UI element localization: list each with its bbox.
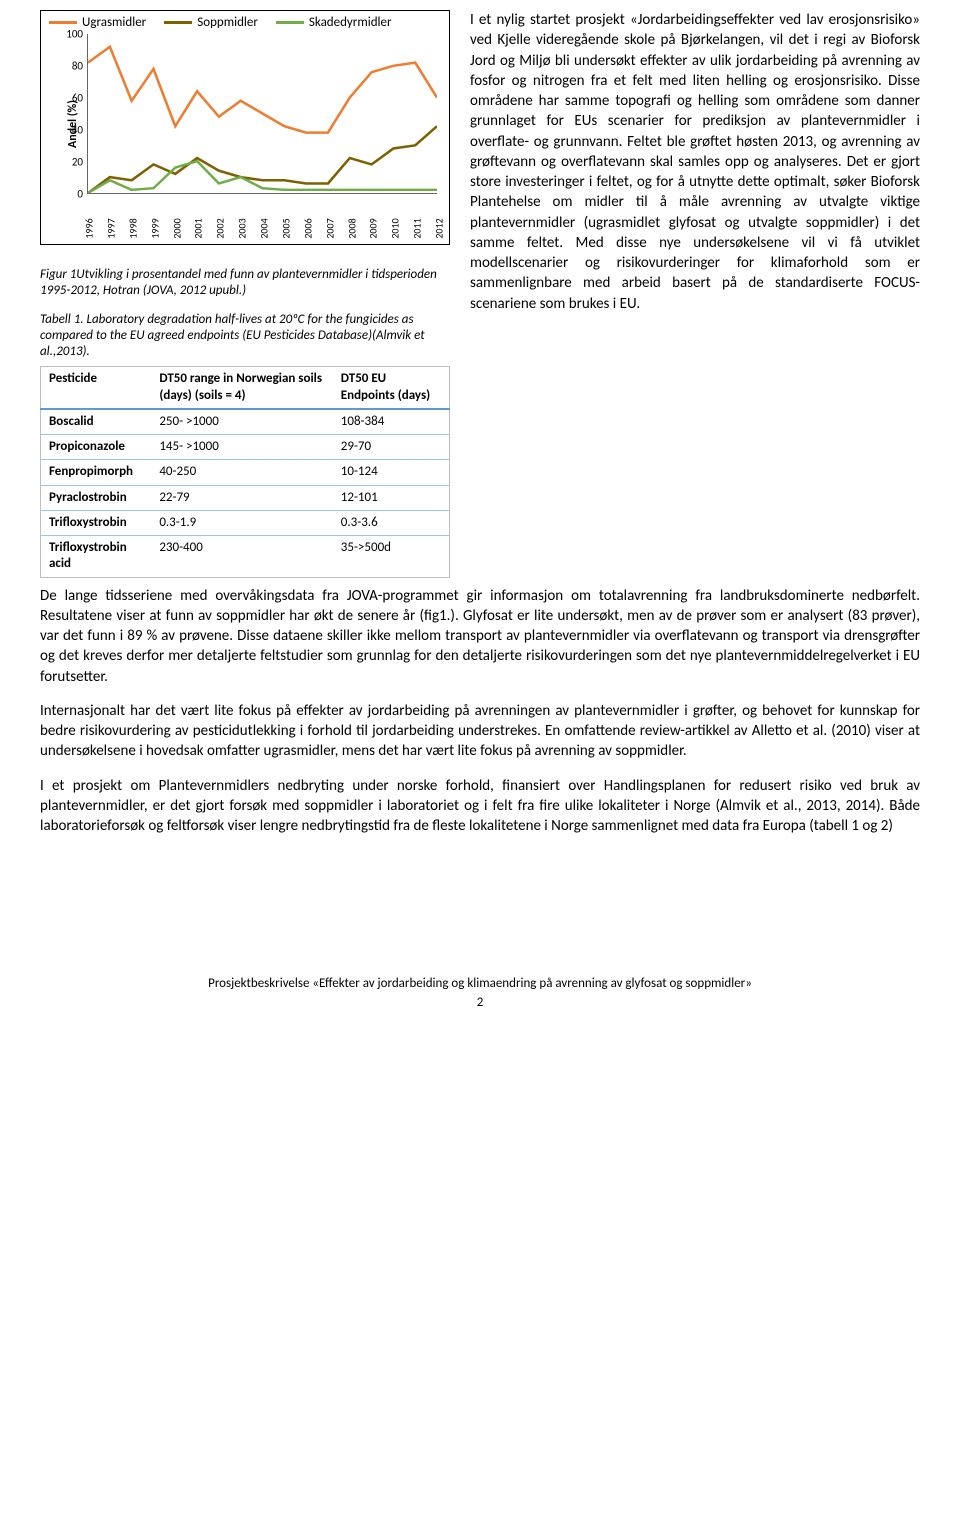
legend-item: Ugrasmidler (49, 15, 146, 30)
table-row: Trifloxystrobin0.3-1.90.3-3.6 (41, 510, 450, 535)
legend-swatch (164, 21, 192, 24)
x-tick-label: 2005 (280, 218, 293, 238)
legend-item: Soppmidler (164, 15, 258, 30)
line-chart: Ugrasmidler Soppmidler Skadedyrmidler Ande… (40, 10, 450, 245)
table-cell: 0.3-3.6 (333, 510, 450, 535)
x-tick-label: 2006 (301, 218, 314, 238)
right-column-paragraph: I et nylig startet prosjekt «Jordarbeidi… (470, 10, 920, 578)
chart-area: Andel (%) 020406080100 19961997199819992… (87, 34, 437, 214)
table-cell: Propiconazole (41, 435, 152, 460)
table-row: Boscalid250- >1000108-384 (41, 409, 450, 435)
table-cell: 29-70 (333, 435, 450, 460)
top-section: Ugrasmidler Soppmidler Skadedyrmidler Ande… (40, 10, 920, 578)
table-cell: 0.3-1.9 (151, 510, 332, 535)
y-tick-label: 0 (77, 188, 83, 201)
x-tick-label: 2010 (389, 218, 402, 238)
table-cell: 250- >1000 (151, 409, 332, 435)
x-tick-label: 2009 (367, 218, 380, 238)
table-cell: Boscalid (41, 409, 152, 435)
table-cell: 145- >1000 (151, 435, 332, 460)
y-tick-label: 20 (72, 156, 83, 169)
x-tick-label: 2002 (214, 218, 227, 238)
table-cell: Pyraclostrobin (41, 485, 152, 510)
table-row: Trifloxystrobin acid230-40035->500d (41, 536, 450, 578)
y-ticks: 020406080100 (61, 34, 83, 194)
legend-label: Skadedyrmidler (309, 15, 392, 30)
table-cell: 108-384 (333, 409, 450, 435)
table-header-cell: DT50 range in Norwegian soils (days) (so… (151, 367, 332, 409)
page-footer: Prosjektbeskrivelse «Effekter av jordarb… (40, 976, 920, 1012)
table-header-cell: DT50 EU Endpoints (days) (333, 367, 450, 409)
x-tick-label: 2004 (258, 218, 271, 238)
body-text: De lange tidsseriene med overvåkingsdata… (40, 586, 920, 837)
footer-page-number: 2 (40, 995, 920, 1012)
legend-item: Skadedyrmidler (276, 15, 392, 30)
x-tick-label: 2008 (345, 218, 358, 238)
table-cell: Trifloxystrobin (41, 510, 152, 535)
table-cell: 22-79 (151, 485, 332, 510)
table-cell: 40-250 (151, 460, 332, 485)
table-row: Pyraclostrobin22-7912-101 (41, 485, 450, 510)
table-cell: 10-124 (333, 460, 450, 485)
x-tick-label: 2001 (192, 218, 205, 238)
y-tick-label: 80 (72, 60, 83, 73)
x-tick-label: 2007 (323, 218, 336, 238)
x-tick-label: 2000 (170, 218, 183, 238)
footer-title: Prosjektbeskrivelse «Effekter av jordarb… (40, 976, 920, 993)
y-tick-label: 100 (66, 28, 83, 41)
legend-label: Ugrasmidler (82, 15, 146, 30)
legend-swatch (49, 21, 77, 24)
x-tick-label: 1999 (148, 218, 161, 238)
table-row: Propiconazole145- >100029-70 (41, 435, 450, 460)
table-cell: Fenpropimorph (41, 460, 152, 485)
legend-label: Soppmidler (197, 15, 258, 30)
y-tick-label: 40 (72, 124, 83, 137)
x-tick-label: 1997 (105, 218, 118, 238)
series-line (88, 126, 437, 193)
table-row: Fenpropimorph40-25010-124 (41, 460, 450, 485)
table-caption: Tabell 1. Laboratory degradation half-li… (40, 312, 450, 361)
chart-legend: Ugrasmidler Soppmidler Skadedyrmidler (49, 15, 441, 30)
pesticide-table: PesticideDT50 range in Norwegian soils (… (40, 366, 450, 577)
x-tick-label: 2011 (411, 218, 424, 238)
body-paragraph: De lange tidsseriene med overvåkingsdata… (40, 586, 920, 687)
body-paragraph: I et prosjekt om Plantevernmidlers nedbr… (40, 776, 920, 837)
x-ticks: 1996199719981999200020012002200320042005… (87, 216, 437, 242)
body-paragraph: Internasjonalt har det vært lite fokus p… (40, 701, 920, 762)
x-tick-label: 2003 (236, 218, 249, 238)
series-line (88, 161, 437, 193)
table-header-cell: Pesticide (41, 367, 152, 409)
intro-paragraph: I et nylig startet prosjekt «Jordarbeidi… (470, 10, 920, 314)
chart-plot (87, 34, 437, 194)
x-tick-label: 2012 (433, 218, 446, 238)
x-tick-label: 1998 (126, 218, 139, 238)
left-column: Ugrasmidler Soppmidler Skadedyrmidler Ande… (40, 10, 450, 578)
table-cell: Trifloxystrobin acid (41, 536, 152, 578)
series-line (88, 47, 437, 133)
figure-caption: Figur 1Utvikling i prosentandel med funn… (40, 267, 450, 300)
table-cell: 230-400 (151, 536, 332, 578)
table-cell: 35->500d (333, 536, 450, 578)
legend-swatch (276, 21, 304, 24)
x-tick-label: 1996 (83, 218, 96, 238)
y-tick-label: 60 (72, 92, 83, 105)
table-cell: 12-101 (333, 485, 450, 510)
